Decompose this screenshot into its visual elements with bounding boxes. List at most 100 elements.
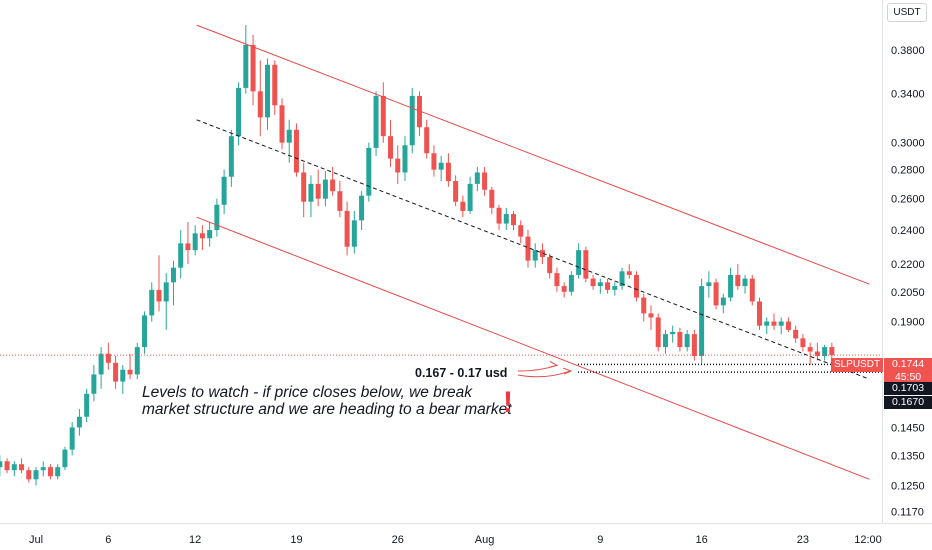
candle-body <box>764 321 770 326</box>
candle-body <box>47 467 53 477</box>
candle-body <box>84 393 90 417</box>
candle-body <box>539 250 545 258</box>
candle-body <box>178 243 184 268</box>
candle-body <box>380 95 386 137</box>
candle-body <box>359 195 365 221</box>
candle-body <box>265 64 271 118</box>
candle-body <box>351 220 357 247</box>
candles <box>0 25 835 486</box>
last-price-value: 0.1744 <box>891 358 925 370</box>
candle-body <box>670 331 676 335</box>
candle-body <box>438 162 444 170</box>
candle-body <box>503 214 509 224</box>
grid <box>0 0 932 524</box>
candle-body <box>250 44 256 92</box>
candle-body <box>424 127 430 154</box>
candle-body <box>525 236 531 261</box>
candle-body <box>315 183 321 199</box>
y-tick-label: 0.1250 <box>891 481 925 493</box>
x-tick-label: Aug <box>475 534 495 546</box>
candle-body <box>467 183 473 211</box>
candle-body <box>605 282 611 290</box>
candle-body <box>612 286 618 290</box>
candle-body <box>554 273 560 287</box>
candle-body <box>460 201 466 211</box>
candle-body <box>453 181 459 202</box>
symbol-tag: SLPUSDT <box>831 358 883 372</box>
candle-body <box>677 331 683 348</box>
x-tick-label: 23 <box>797 534 809 546</box>
candle-body <box>641 297 647 314</box>
candle-body <box>170 267 176 283</box>
candle-body <box>590 278 596 287</box>
y-tick-label: 0.2400 <box>891 225 925 237</box>
candle-body <box>243 44 249 88</box>
x-tick-label: 12 <box>189 534 201 546</box>
candle-body <box>416 95 422 128</box>
candle-body <box>518 225 524 237</box>
x-tick-label: 19 <box>290 534 302 546</box>
candle-body <box>822 347 828 356</box>
candle-body <box>4 461 10 471</box>
candle-body <box>807 347 813 352</box>
candle-body <box>800 338 806 348</box>
level-annotation: 0.167 - 0.17 usd <box>415 366 508 380</box>
candle-body <box>489 189 495 208</box>
candle-body <box>142 315 148 348</box>
candle-body <box>395 158 401 173</box>
candle-body <box>120 369 126 382</box>
candle-body <box>728 274 734 298</box>
y-tick-label: 0.1900 <box>891 317 925 329</box>
y-tick-label: 0.2050 <box>891 287 925 299</box>
candle-body <box>301 172 307 202</box>
y-tick-label: 0.3800 <box>891 45 925 57</box>
candle-body <box>561 286 567 292</box>
candle-body <box>221 176 227 205</box>
candle-body <box>388 136 394 159</box>
x-tick-label: Jul <box>29 534 43 546</box>
candle-body <box>19 464 25 471</box>
x-tick-label: 9 <box>597 534 603 546</box>
candle-body <box>337 191 343 211</box>
y-tick-label: 0.3000 <box>891 138 925 150</box>
candle-body <box>308 183 314 202</box>
candle-body <box>597 282 603 287</box>
candle-body <box>207 230 213 239</box>
candle-body <box>619 271 625 287</box>
candle-body <box>192 233 198 251</box>
candle-body <box>236 87 242 137</box>
candle-body <box>0 461 3 468</box>
y-tick-label: 0.1170 <box>891 506 924 518</box>
candle-body <box>706 282 712 287</box>
candle-body <box>648 313 654 318</box>
analysis-note: Levels to watch - if price closes below,… <box>142 384 512 418</box>
candle-body <box>149 289 155 316</box>
candle-body <box>127 369 133 375</box>
y-tick-label: 0.1450 <box>891 422 925 434</box>
channel-upper-line <box>196 24 870 285</box>
candle-body <box>749 278 755 302</box>
arrow-lower <box>517 370 571 378</box>
candle-body <box>474 172 480 184</box>
candle-body <box>402 145 408 173</box>
candle-body <box>684 334 690 348</box>
candle-body <box>662 334 668 348</box>
level-tag-0: 0.1703 <box>884 382 932 395</box>
candle-body <box>814 351 820 356</box>
candle-body <box>496 207 502 224</box>
candle-body <box>793 329 799 339</box>
candle-body <box>113 362 119 382</box>
candle-body <box>199 233 205 239</box>
last-price-tag: 0.1744 45:50 <box>884 358 932 384</box>
candle-body <box>445 162 451 182</box>
candle-body <box>547 257 553 274</box>
candle-body <box>713 282 719 306</box>
axes: 0.42000.38000.34000.30000.28000.26000.24… <box>29 6 925 546</box>
currency-label[interactable]: USDT <box>887 3 927 22</box>
candle-body <box>373 95 379 148</box>
candle-body <box>344 210 350 247</box>
candle-body <box>185 243 191 251</box>
candle-body <box>626 271 632 275</box>
